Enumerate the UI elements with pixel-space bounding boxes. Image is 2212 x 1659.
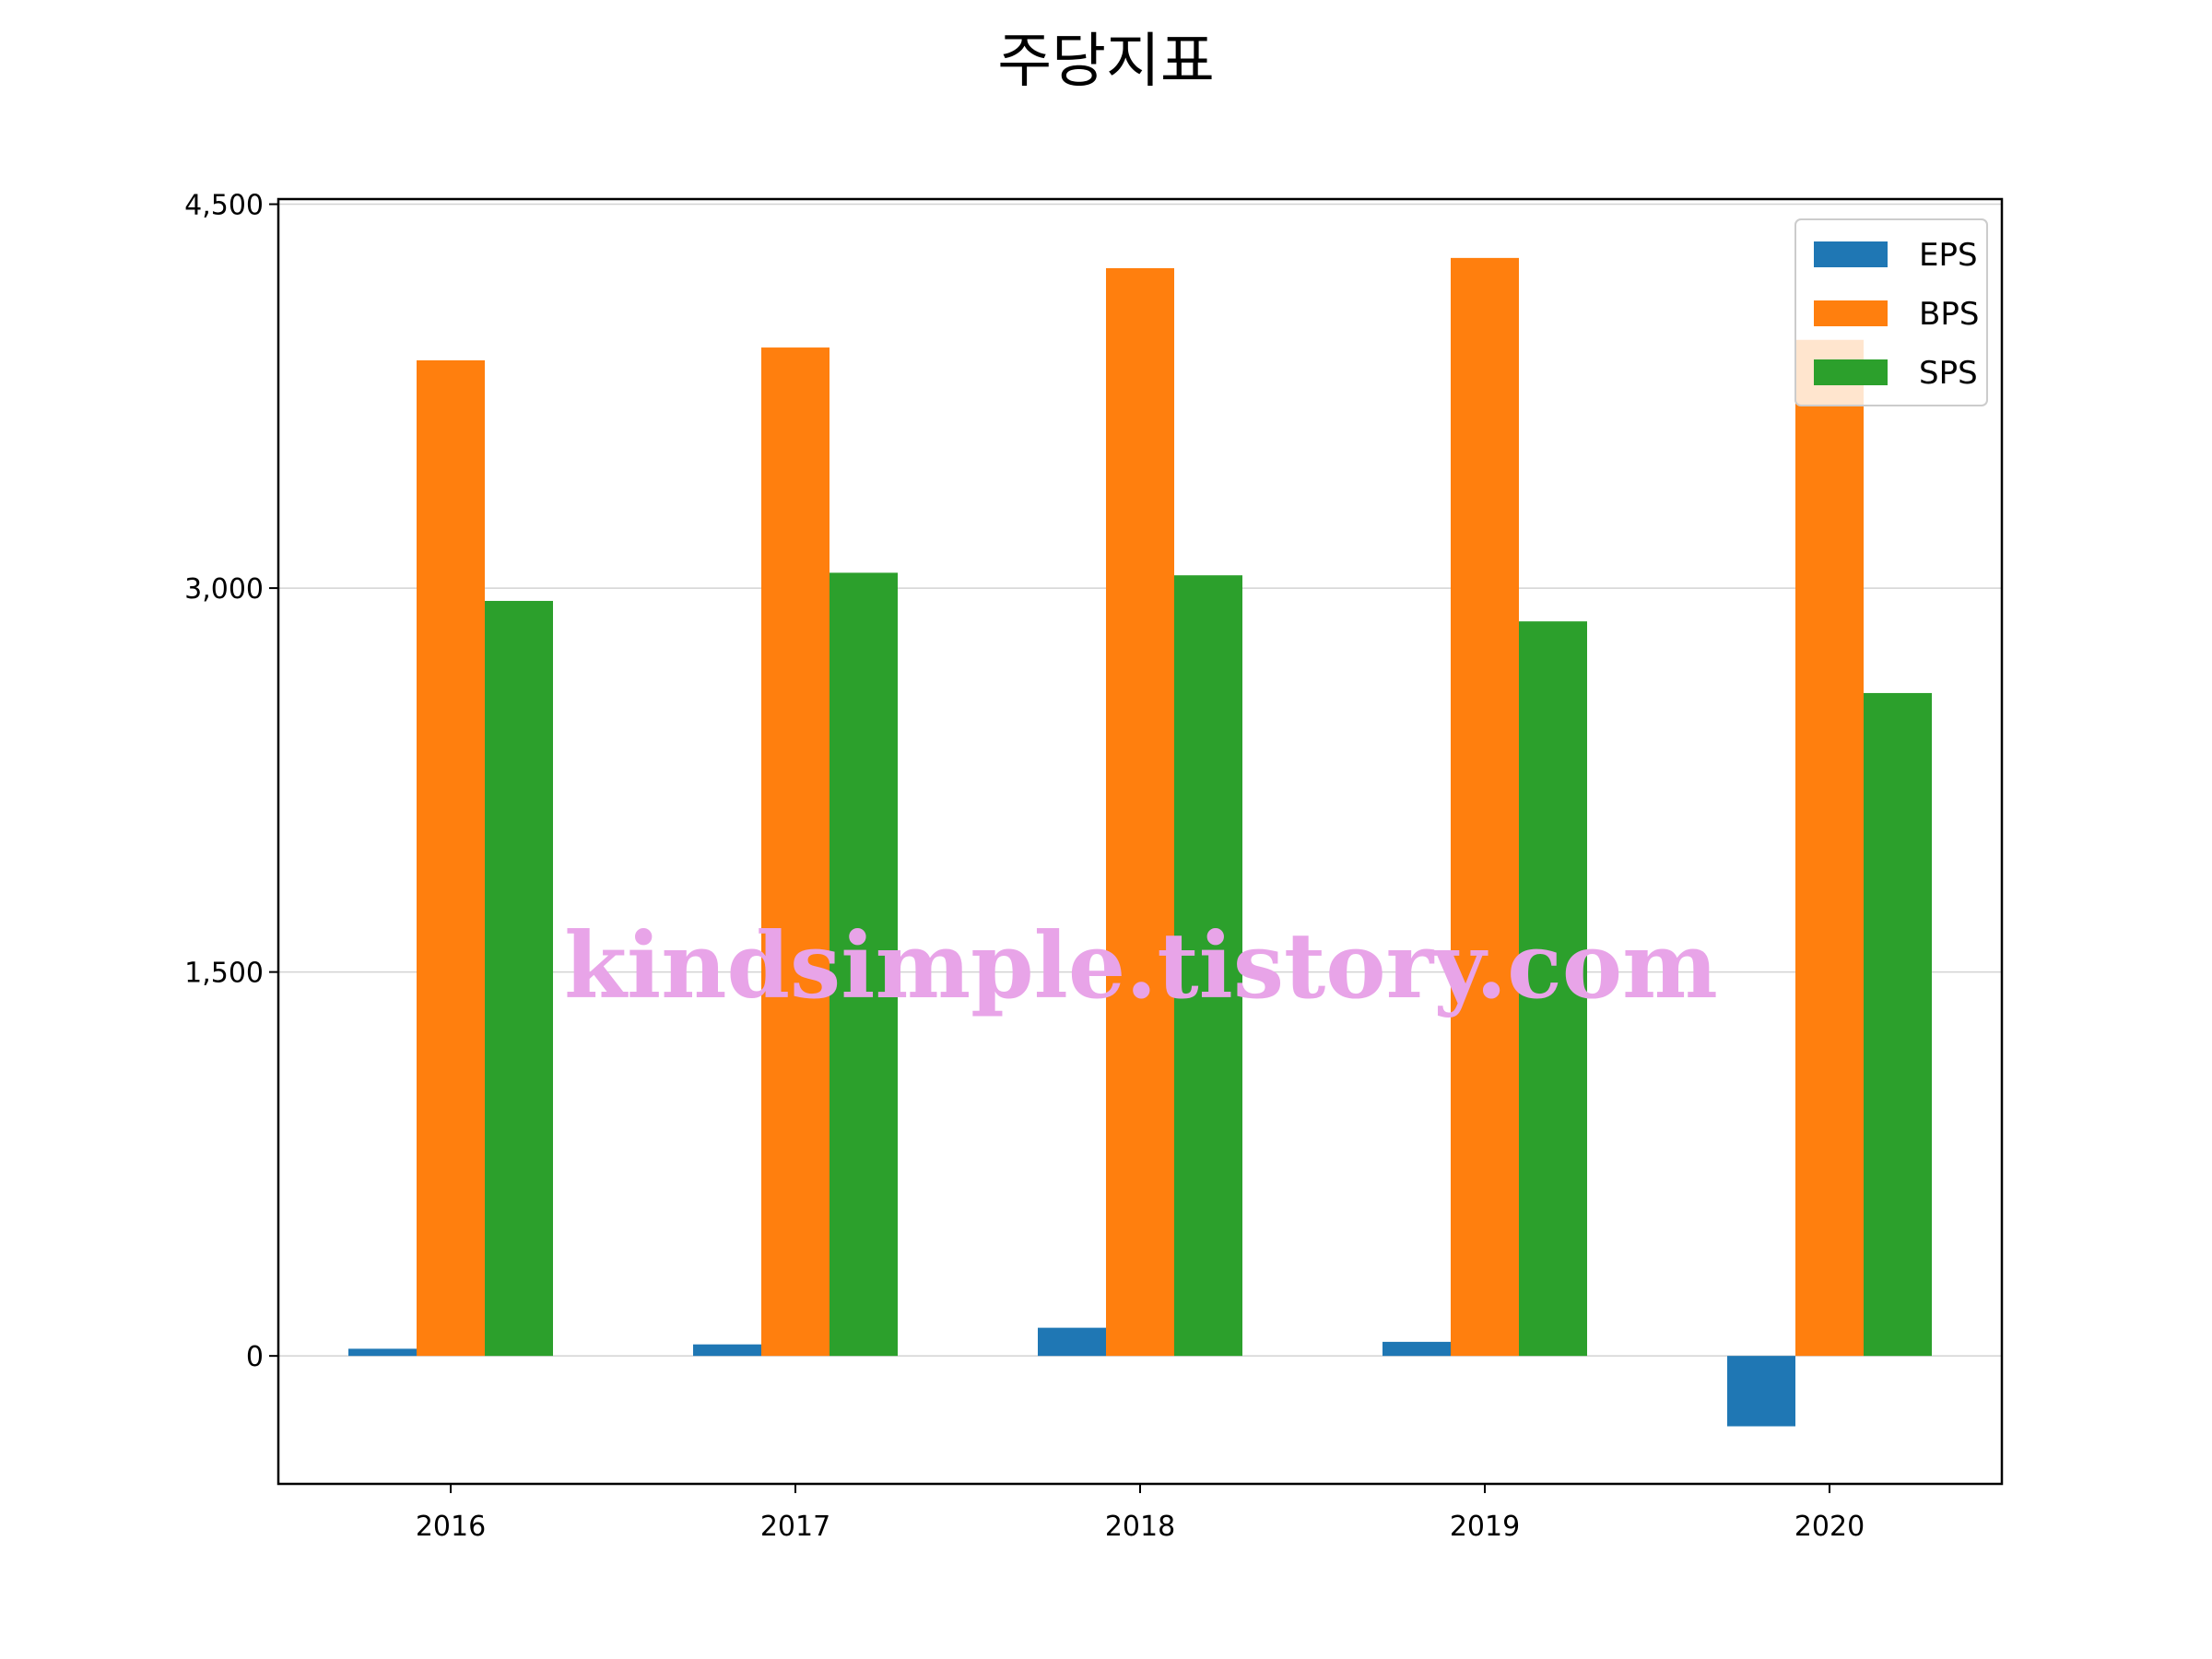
bar-bps-2019 — [1451, 257, 1519, 1357]
bar-bps-2018 — [1106, 267, 1174, 1357]
chart-title: 주당지표 — [997, 28, 1215, 96]
x-tick-label: 2020 — [1794, 1511, 1865, 1543]
legend-swatch-sps — [1814, 359, 1888, 385]
bar-bps-2020 — [1795, 339, 1864, 1357]
bar-eps-2019 — [1382, 1341, 1451, 1357]
bar-sps-2018 — [1174, 575, 1242, 1357]
legend-label-bps: BPS — [1919, 296, 1979, 333]
x-tick-label: 2018 — [1105, 1511, 1175, 1543]
legend-label-eps: EPS — [1919, 237, 1978, 274]
y-tick-label: 0 — [246, 1341, 264, 1373]
x-tick-label: 2019 — [1450, 1511, 1520, 1543]
legend-label-sps: SPS — [1919, 355, 1978, 392]
bar-bps-2016 — [417, 359, 485, 1357]
bar-eps-2020 — [1727, 1356, 1795, 1427]
x-axis: 2016 2017 2018 2019 2020 — [416, 1484, 1865, 1543]
bar-eps-2017 — [693, 1344, 761, 1357]
y-axis: 0 1,500 3,000 4,500 — [184, 190, 278, 1373]
watermark: kindsimple.tistory.com — [564, 913, 1718, 1019]
bar-sps-2019 — [1519, 621, 1587, 1357]
bar-sps-2020 — [1864, 692, 1932, 1357]
legend: EPS BPS SPS — [1794, 218, 1988, 406]
legend-swatch-bps — [1814, 300, 1888, 326]
y-tick-label: 4,500 — [184, 190, 264, 222]
y-tick-label: 1,500 — [184, 958, 264, 990]
x-tick-label: 2016 — [416, 1511, 486, 1543]
y-tick-label: 3,000 — [184, 573, 264, 606]
bar-eps-2016 — [348, 1348, 417, 1357]
bar-eps-2018 — [1038, 1327, 1106, 1357]
bar-bps-2017 — [761, 347, 830, 1357]
bars — [348, 257, 1932, 1427]
bar-sps-2016 — [485, 600, 553, 1357]
bar-sps-2017 — [830, 572, 898, 1357]
legend-swatch-eps — [1814, 241, 1888, 267]
x-tick-label: 2017 — [760, 1511, 830, 1543]
